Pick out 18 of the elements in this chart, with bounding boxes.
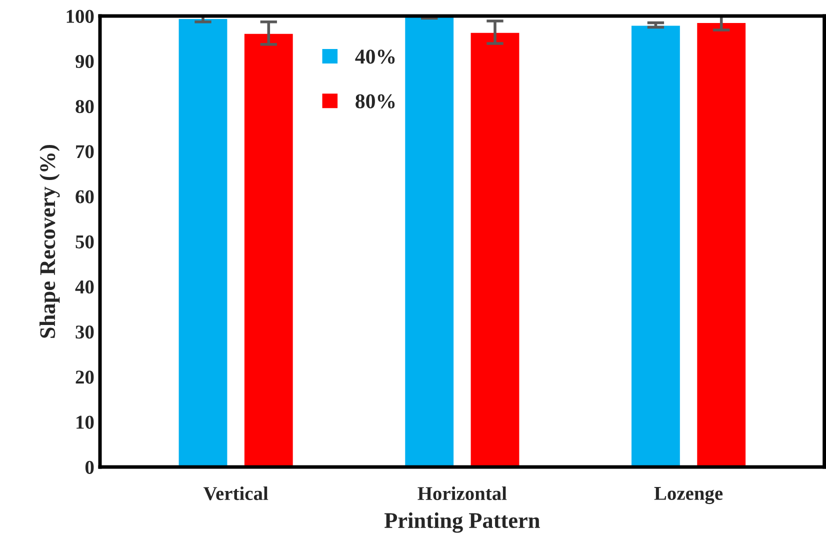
legend-label: 80% [356, 94, 395, 108]
y-tick-label: 60 [76, 190, 94, 204]
y-tick-label: 70 [76, 145, 94, 158]
x-tick-label: Vertical [203, 486, 268, 500]
x-tick-label: Horizontal [418, 486, 507, 500]
y-tick-label: 80 [76, 100, 94, 114]
y-tick-label: 100 [66, 10, 94, 23]
y-tick-label: 40 [75, 280, 94, 294]
x-tick-label: Lozenge [654, 487, 723, 504]
y-tick-label: 50 [76, 235, 94, 248]
x-axis-title: Printing Pattern [384, 512, 540, 533]
y-tick-label: 90 [76, 54, 94, 68]
legend-label: 40% [355, 50, 395, 64]
y-tick-label: 10 [76, 416, 94, 429]
y-tick-label: 0 [85, 460, 94, 474]
y-tick-label: 30 [76, 326, 94, 339]
y-tick-label: 20 [76, 370, 94, 384]
y-axis-title: Shape Recovery (%) [40, 144, 60, 338]
